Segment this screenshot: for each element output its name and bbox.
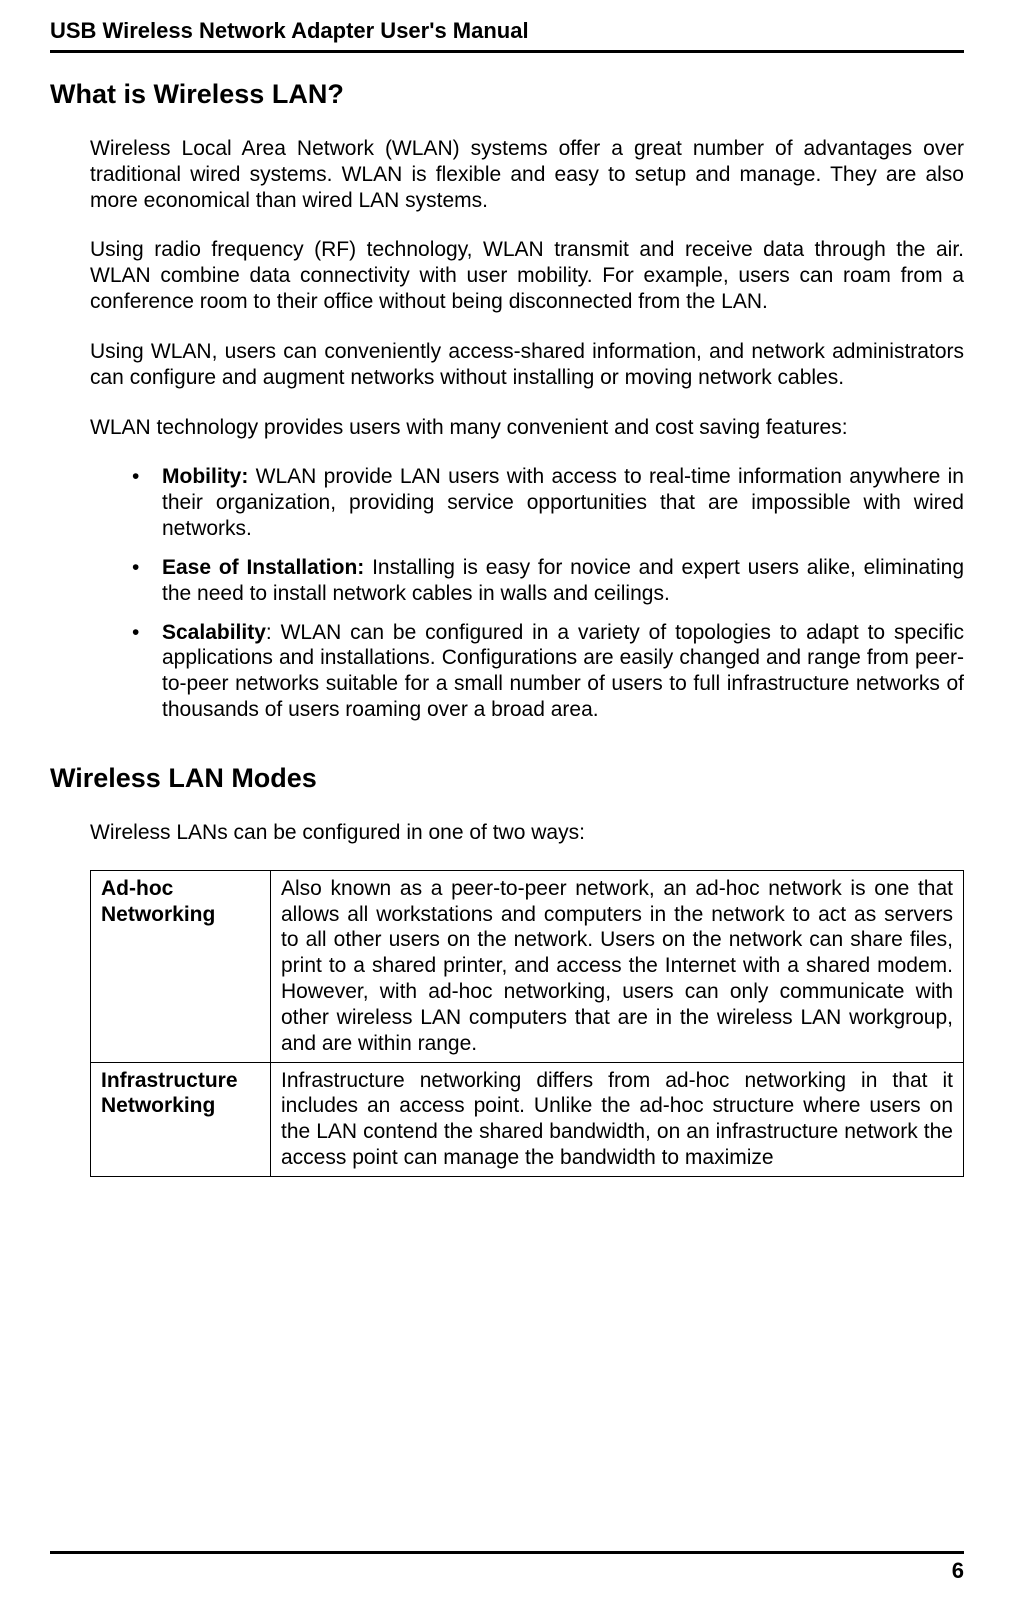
list-item: Mobility: WLAN provide LAN users with ac… [132,464,964,541]
footer-rule [50,1551,964,1554]
paragraph: Using radio frequency (RF) technology, W… [90,237,964,314]
feature-label: Scalability [162,621,266,644]
section-heading-modes: Wireless LAN Modes [50,763,964,794]
list-item: Ease of Installation: Installing is easy… [132,555,964,607]
page-header: USB Wireless Network Adapter User's Manu… [50,18,964,53]
paragraph: Wireless LANs can be configured in one o… [90,820,964,846]
paragraph: WLAN technology provides users with many… [90,415,964,441]
feature-text: : WLAN can be configured in a variety of… [162,621,964,721]
modes-table: Ad-hoc Networking Also known as a peer-t… [90,870,964,1177]
page-number: 6 [50,1558,964,1584]
table-cell-desc: Also known as a peer-to-peer network, an… [271,870,964,1062]
table-cell-label: Ad-hoc Networking [91,870,271,1062]
table-cell-desc: Infrastructure networking differs from a… [271,1062,964,1176]
page-container: USB Wireless Network Adapter User's Manu… [0,0,1014,1177]
feature-label: Mobility: [162,465,248,488]
table-row: Infrastructure Networking Infrastructure… [91,1062,964,1176]
list-item: Scalability: WLAN can be configured in a… [132,620,964,723]
section-heading-wlan: What is Wireless LAN? [50,79,964,110]
feature-text: WLAN provide LAN users with access to re… [162,465,964,540]
feature-label: Ease of Installation: [162,556,364,579]
paragraph: Wireless Local Area Network (WLAN) syste… [90,136,964,213]
table-row: Ad-hoc Networking Also known as a peer-t… [91,870,964,1062]
page-footer: 6 [50,1551,964,1584]
table-cell-label: Infrastructure Networking [91,1062,271,1176]
paragraph: Using WLAN, users can conveniently acces… [90,339,964,391]
features-list: Mobility: WLAN provide LAN users with ac… [132,464,964,722]
page-content: What is Wireless LAN? Wireless Local Are… [50,53,964,1177]
header-title: USB Wireless Network Adapter User's Manu… [50,18,964,44]
